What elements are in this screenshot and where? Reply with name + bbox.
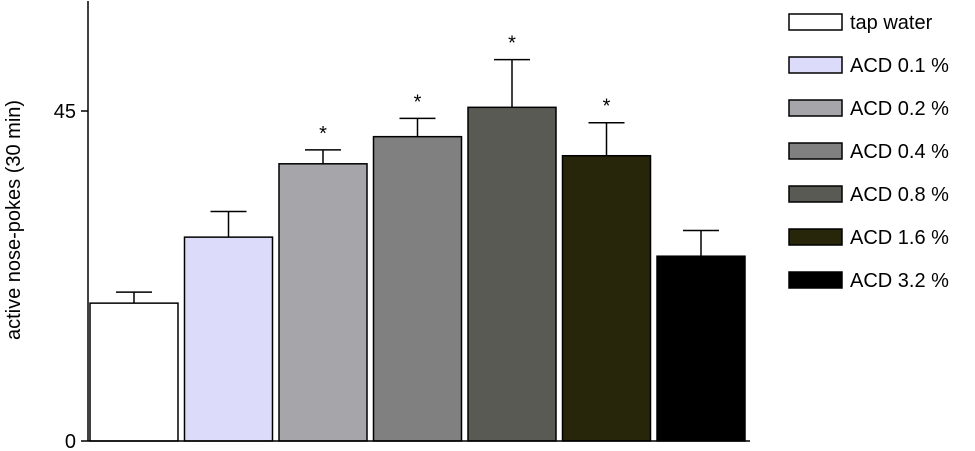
legend-swatch: [788, 13, 843, 31]
significance-marker: *: [414, 91, 422, 113]
legend-swatch: [788, 142, 843, 160]
bar: [656, 255, 746, 442]
legend-label: ACD 1.6 %: [850, 227, 949, 249]
bar: [183, 236, 274, 442]
bar: [561, 154, 652, 442]
legend-label: ACD 0.2 %: [850, 98, 949, 120]
legend-swatch: [788, 185, 843, 203]
bar: [372, 135, 463, 442]
legend-swatch: [788, 271, 843, 289]
legend-label: ACD 0.8 %: [850, 184, 949, 206]
bar: [89, 302, 179, 442]
significance-marker: *: [508, 33, 516, 55]
legend-swatch: [788, 99, 843, 117]
bar: [278, 163, 368, 442]
significance-marker: *: [319, 123, 327, 145]
legend-swatch: [788, 228, 843, 246]
significance-marker: *: [603, 96, 611, 118]
legend-label: ACD 0.4 %: [850, 141, 949, 163]
bar: [467, 106, 557, 442]
legend-label: ACD 3.2 %: [850, 270, 949, 292]
y-tick-label: 45: [54, 101, 76, 123]
legend-swatch: [788, 56, 843, 74]
legend-label: tap water: [850, 12, 933, 34]
legend-label: ACD 0.1 %: [850, 55, 949, 77]
y-axis-label: active nose-pokes (30 min): [3, 100, 25, 340]
y-tick-label: 0: [65, 431, 76, 451]
